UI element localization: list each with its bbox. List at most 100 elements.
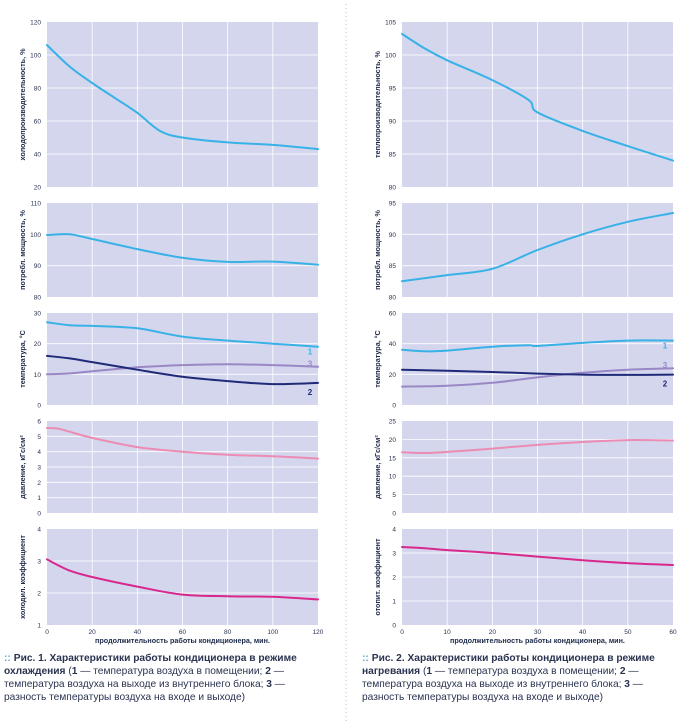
y-tick-label: 80 — [389, 295, 397, 302]
y-tick-label: 3 — [392, 551, 396, 558]
y-tick-label: 1 — [37, 623, 41, 630]
y-tick-label: 80 — [389, 185, 397, 192]
x-tick-label: 100 — [267, 629, 278, 636]
y-tick-label: 15 — [389, 455, 397, 462]
caption-bullet: :: — [362, 653, 369, 664]
y-tick-label: 100 — [385, 53, 396, 60]
y-tick-label: 40 — [34, 152, 42, 159]
y-tick-label: 100 — [30, 53, 41, 60]
series-line-теплопроизводительность — [401, 32, 674, 162]
x-tick-label: 20 — [489, 629, 497, 636]
y-tick-label: 110 — [31, 201, 42, 208]
y-tick-label: 4 — [392, 527, 396, 534]
caption-cooling: :: Рис. 1. Характеристики работы кондицио… — [4, 653, 297, 703]
series-line-3 — [46, 363, 319, 376]
caption-title: Рис. 1. Характеристики работы кондиционе… — [4, 653, 297, 677]
series-line-давление — [401, 439, 674, 455]
y-tick-label: 95 — [389, 86, 397, 93]
panel-heating-4: 0 5 10 15 20 25 давление, кГс/см² — [373, 419, 674, 518]
y-axis-label: потребл. мощность, % — [373, 209, 382, 289]
y-axis-label: температура, °С — [18, 330, 27, 388]
caption-text-1: — температура воздуха в помещении; — [432, 666, 620, 677]
y-tick-label: 100 — [30, 232, 41, 239]
x-tick-label: 30 — [534, 629, 542, 636]
y-axis-label: холодил. коэффициент — [18, 535, 27, 619]
y-tick-label: 5 — [37, 434, 41, 441]
series-label-1: 1 — [663, 342, 668, 351]
y-tick-label: 80 — [34, 86, 42, 93]
y-tick-label: 0 — [392, 403, 396, 410]
caption-number-3: 3 — [624, 679, 630, 690]
panel-cooling-3: 0 10 20 30 температура, °С 1 3 2 — [18, 311, 319, 410]
x-tick-label: 0 — [400, 629, 404, 636]
y-tick-label: 2 — [392, 575, 396, 582]
x-axis-label: продолжительность работы кондиционера, м… — [450, 636, 625, 645]
caption-text-3: — разность температуры воздуха на входе … — [4, 679, 285, 703]
x-tick-label: 20 — [89, 629, 97, 636]
panel-cooling-2: 80 90 100 110 потребл. мощность, % — [18, 201, 319, 302]
y-axis-label: холодопроизводительность, % — [18, 48, 27, 161]
y-tick-label: 105 — [385, 20, 396, 27]
x-tick-label: 40 — [579, 629, 587, 636]
caption-number-2: 2 — [265, 666, 271, 677]
y-tick-label: 4 — [37, 527, 41, 534]
x-tick-label: 50 — [624, 629, 632, 636]
y-axis-label: теплопроизводительность, % — [373, 50, 382, 158]
series-line-1 — [46, 321, 319, 348]
y-tick-label: 30 — [34, 311, 42, 318]
y-tick-label: 4 — [37, 449, 41, 456]
caption-number-2: 2 — [619, 666, 626, 677]
y-tick-label: 90 — [389, 119, 397, 126]
series-line-3 — [401, 367, 674, 388]
x-tick-label: 60 — [669, 629, 677, 636]
series-label-2: 2 — [308, 388, 313, 397]
y-tick-label: 120 — [30, 20, 41, 27]
series-line-2 — [401, 368, 674, 376]
panel-cooling-1: 20 40 60 80 100 120 холодопроизводительность, … — [18, 20, 319, 192]
caption-number-1: 1 — [71, 666, 78, 677]
x-tick-label: 10 — [444, 629, 452, 636]
y-tick-label: 1 — [392, 599, 396, 606]
series-line-потребл. мощность — [401, 212, 674, 283]
caption-text-1: — температура воздуха в помещении; — [77, 666, 266, 677]
y-tick-label: 0 — [37, 511, 41, 518]
y-axis-label: отопит. коэффициент — [373, 538, 382, 616]
panel-heating-2: 80 85 90 95 потребл. мощность, % — [373, 201, 674, 302]
y-tick-label: 85 — [389, 263, 397, 270]
caption-bullet: :: — [4, 653, 11, 664]
y-tick-label: 20 — [389, 437, 397, 444]
series-label-1: 1 — [308, 348, 313, 357]
y-tick-label: 25 — [389, 419, 397, 426]
series-label-3: 3 — [663, 361, 668, 370]
caption-title: Рис. 2. Характеристики работы кондиционе… — [362, 653, 655, 677]
y-tick-label: 0 — [392, 623, 396, 630]
caption-text-3: — разность температуры воздуха на входе … — [362, 679, 643, 703]
y-axis-label: потребл. мощность, % — [18, 209, 27, 289]
x-tick-label: 60 — [179, 629, 187, 636]
x-tick-label: 40 — [134, 629, 142, 636]
y-tick-label: 6 — [37, 419, 41, 426]
panel-cooling-5: 1 2 3 4 холодил. коэффициент 0 20 40 60 80 100 120 п… — [18, 527, 324, 646]
series-line-холодопроизводительность — [46, 44, 319, 151]
y-tick-label: 3 — [37, 465, 41, 472]
y-tick-label: 40 — [389, 341, 397, 348]
y-tick-label: 5 — [392, 492, 396, 499]
series-line-отопит. коэффициент — [401, 546, 674, 566]
x-tick-label: 80 — [224, 629, 232, 636]
y-tick-label: 80 — [34, 295, 42, 302]
panel-heating-3: 0 20 40 60 температура, °С 1 3 2 — [373, 311, 674, 410]
y-tick-label: 10 — [34, 372, 42, 379]
y-axis-label: давление, кГс/см² — [373, 435, 382, 499]
panel-heating-1: 80 85 90 95 100 105 теплопроизводительность, % — [373, 20, 674, 192]
panel-heating-5: 0 1 2 3 4 отопит. коэффициент 0 10 20 30 40 50 60 про… — [373, 527, 677, 646]
series-line-потребл. мощность — [46, 233, 319, 266]
series-label-3: 3 — [308, 360, 313, 369]
y-axis-label: температура, °С — [373, 330, 382, 388]
caption-text-2: — температура воздуха на выходе из внутр… — [362, 666, 639, 690]
y-tick-label: 20 — [389, 372, 397, 379]
y-tick-label: 60 — [34, 119, 42, 126]
y-tick-label: 90 — [34, 263, 42, 270]
series-line-1 — [401, 339, 674, 353]
y-tick-label: 60 — [389, 311, 397, 318]
